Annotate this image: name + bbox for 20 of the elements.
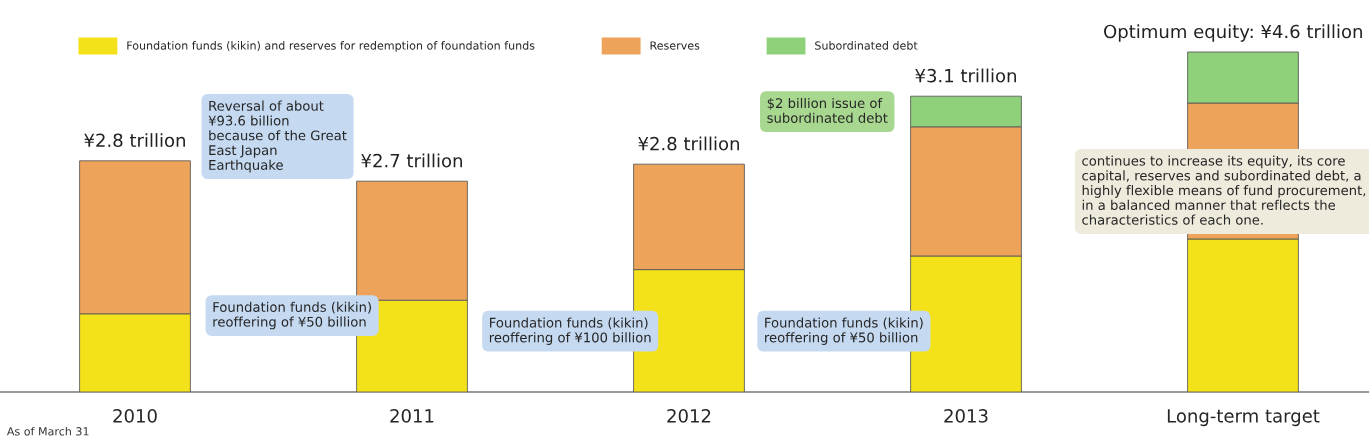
annotation: Foundation funds (kikin) reoffering of ¥50 billion <box>213 301 371 330</box>
x-tick-label: 2010 <box>113 408 157 423</box>
annotation: Foundation funds (kikin) reoffering of ¥50 billion <box>765 317 923 345</box>
legend-label: Subordinated debt <box>815 41 918 50</box>
annotation: continues to increase its equity, its core capital, reserves and subordinated debt, a highly flexible means of fund procurement, in a balanced manner that reflects the characteristics of each one. <box>1082 155 1366 225</box>
annotation: Foundation funds (kikin) reoffering of ¥100 billion <box>489 317 651 345</box>
x-tick-label: 2013 <box>944 408 988 423</box>
x-tick-label: Long-term target <box>1167 409 1320 427</box>
text: As of March 31 <box>6 426 89 436</box>
legend-label: Foundation funds (kikin) and reserves for redemption of foundation funds <box>127 41 535 52</box>
x-tick-label: 2012 <box>667 408 711 423</box>
annotation: $2 billion issue of subordinated debt <box>767 97 888 123</box>
annotation: Reversal of about ¥93.6 billion because of the Great East Japan Earthquake <box>208 100 347 173</box>
legend-label: Reserves <box>650 41 700 50</box>
annotation: Optimum equity: ¥4.6 trillion <box>1104 24 1362 42</box>
annotation: ¥2.8 trillion <box>84 133 185 148</box>
annotation: ¥2.8 trillion <box>638 136 739 151</box>
x-tick-label: 2011 <box>390 408 434 423</box>
annotation: ¥3.1 trillion <box>915 68 1016 83</box>
annotation: ¥2.7 trillion <box>361 153 462 168</box>
